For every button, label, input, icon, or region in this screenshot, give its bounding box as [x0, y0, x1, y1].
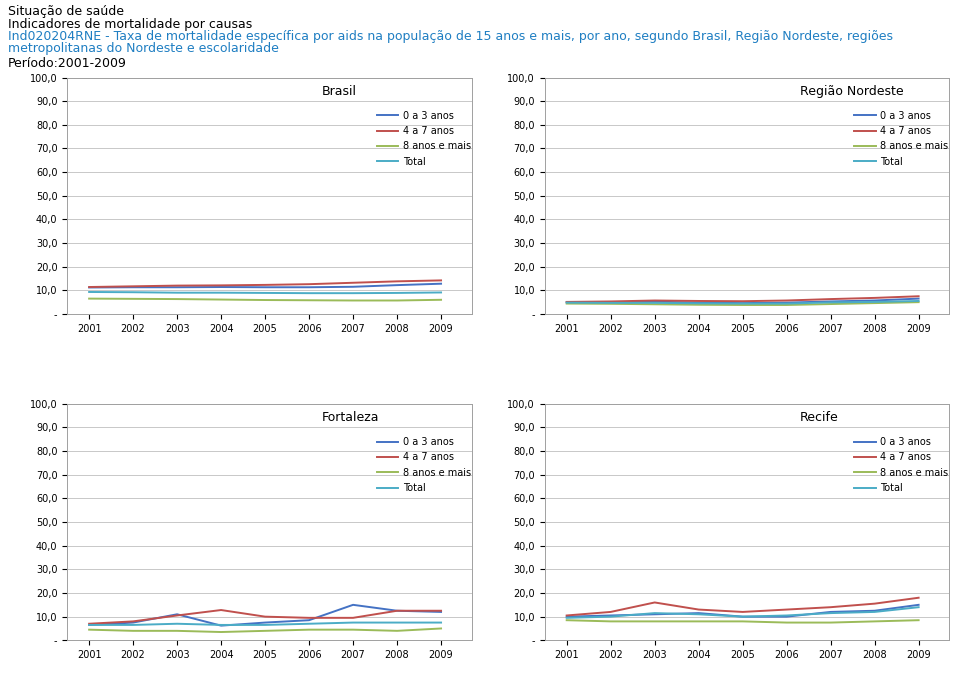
Text: Período:2001-2009: Período:2001-2009 [8, 57, 127, 69]
Text: metropolitanas do Nordeste e escolaridade: metropolitanas do Nordeste e escolaridad… [8, 42, 278, 55]
Text: Situação de saúde: Situação de saúde [8, 5, 124, 18]
Legend: 0 a 3 anos, 4 a 7 anos, 8 anos e mais, Total: 0 a 3 anos, 4 a 7 anos, 8 anos e mais, T… [377, 111, 471, 166]
Text: Brasil: Brasil [322, 85, 357, 98]
Text: Recife: Recife [800, 411, 838, 424]
Legend: 0 a 3 anos, 4 a 7 anos, 8 anos e mais, Total: 0 a 3 anos, 4 a 7 anos, 8 anos e mais, T… [854, 111, 948, 166]
Text: Ind020204RNE - Taxa de mortalidade específica por aids na população de 15 anos e: Ind020204RNE - Taxa de mortalidade espec… [8, 30, 893, 42]
Text: Indicadores de mortalidade por causas: Indicadores de mortalidade por causas [8, 18, 252, 30]
Legend: 0 a 3 anos, 4 a 7 anos, 8 anos e mais, Total: 0 a 3 anos, 4 a 7 anos, 8 anos e mais, T… [854, 437, 948, 493]
Text: Fortaleza: Fortaleza [322, 411, 380, 424]
Legend: 0 a 3 anos, 4 a 7 anos, 8 anos e mais, Total: 0 a 3 anos, 4 a 7 anos, 8 anos e mais, T… [377, 437, 471, 493]
Text: Região Nordeste: Região Nordeste [800, 85, 903, 98]
